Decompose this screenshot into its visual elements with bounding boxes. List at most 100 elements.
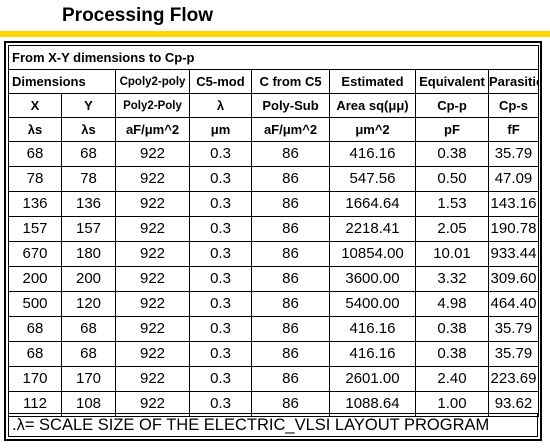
sub-header-cell: X (8, 93, 62, 118)
table-cell: 1664.64 (329, 191, 416, 217)
table-cell: 68 (61, 316, 116, 342)
table-cell: 922 (115, 191, 190, 217)
table-cell: 1.00 (415, 391, 489, 417)
table-cell: 670 (8, 241, 62, 267)
caption-row: From X-Y dimensions to Cp-p (8, 45, 539, 70)
table-cell: 68 (8, 316, 62, 342)
table-row: 68 68 922 0.3 86 416.16 0.38 35.79 (8, 316, 539, 342)
table-cell: 78 (61, 166, 116, 192)
table-row: 68 68 922 0.3 86 416.16 0.38 35.79 (8, 341, 539, 367)
table-cell: 136 (61, 191, 116, 217)
unit-header-cell: aF/μm^2 (251, 117, 330, 142)
header-c5mod: C5-mod (189, 69, 252, 94)
table-cell: 86 (251, 341, 330, 367)
table-cell: 547.56 (329, 166, 416, 192)
table-cell: 35.79 (488, 341, 539, 367)
table-cell: 136 (8, 191, 62, 217)
table-cell: 35.79 (488, 141, 539, 167)
table-cell: 0.3 (189, 391, 252, 417)
table-cell: 309.60 (488, 266, 539, 292)
table-cell: 86 (251, 291, 330, 317)
table-cell: 120 (61, 291, 116, 317)
table-cell: 68 (8, 341, 62, 367)
table-cell: 0.38 (415, 341, 489, 367)
table-cell: 86 (251, 266, 330, 292)
header-equivalent: Equivalent (415, 69, 489, 94)
footnote: .λ= SCALE SIZE OF THE ELECTRIC_VLSI LAYO… (8, 413, 538, 437)
table-cell: 922 (115, 241, 190, 267)
table-cell: 0.3 (189, 191, 252, 217)
table-cell: 78 (8, 166, 62, 192)
table-cell: 2601.00 (329, 366, 416, 392)
table-cell: 922 (115, 166, 190, 192)
table-cell: 86 (251, 191, 330, 217)
table-cell: 68 (61, 341, 116, 367)
table-cell: 0.3 (189, 316, 252, 342)
unit-header-cell: fF (488, 117, 539, 142)
table-cell: 0.3 (189, 141, 252, 167)
table-cell: 500 (8, 291, 62, 317)
sub-header-cell: Poly-Sub (251, 93, 330, 118)
table-cell: 5400.00 (329, 291, 416, 317)
unit-header-cell: λs (61, 117, 116, 142)
sub-header-cell: Poly2-Poly (115, 93, 190, 118)
table-cell: 170 (61, 366, 116, 392)
header-cfromc5: C from C5 (251, 69, 330, 94)
table-cell: 922 (115, 341, 190, 367)
table-cell: 170 (8, 366, 62, 392)
table-cell: 112 (8, 391, 62, 417)
unit-header-row: λs λs aF/μm^2 μm aF/μm^2 μm^2 pF fF (8, 117, 539, 142)
capacitance-table: From X-Y dimensions to Cp-p Dimensions C… (8, 45, 539, 417)
table-cell: 0.3 (189, 266, 252, 292)
table-cell: 10.01 (415, 241, 489, 267)
table-cell: 180 (61, 241, 116, 267)
table-cell: 190.78 (488, 216, 539, 242)
header-estimated: Estimated (329, 69, 416, 94)
table-cell: 223.69 (488, 366, 539, 392)
page-title: Processing Flow (62, 5, 213, 26)
table-cell: 3.32 (415, 266, 489, 292)
table-cell: 1.53 (415, 191, 489, 217)
unit-header-cell: aF/μm^2 (115, 117, 190, 142)
table-cell: 86 (251, 241, 330, 267)
table-cell: 2.05 (415, 216, 489, 242)
table-cell: 0.3 (189, 166, 252, 192)
sub-header-cell: Area sq(μμ) (329, 93, 416, 118)
table-cell: 86 (251, 166, 330, 192)
table-cell: 2218.41 (329, 216, 416, 242)
table-cell: 922 (115, 366, 190, 392)
table-cell: 922 (115, 266, 190, 292)
sub-header-cell: Cp-s (488, 93, 539, 118)
group-header-row: Dimensions Cpoly2-poly C5-mod C from C5 … (8, 69, 539, 94)
table-row: 500 120 922 0.3 86 5400.00 4.98 464.40 (8, 291, 539, 317)
unit-header-cell: μm^2 (329, 117, 416, 142)
table-cell: 3600.00 (329, 266, 416, 292)
sub-header-cell: λ (189, 93, 252, 118)
table-cell: 464.40 (488, 291, 539, 317)
table-row: 112 108 922 0.3 86 1088.64 1.00 93.62 (8, 391, 539, 417)
table-row: 200 200 922 0.3 86 3600.00 3.32 309.60 (8, 266, 539, 292)
table-cell: 157 (8, 216, 62, 242)
unit-header-cell: μm (189, 117, 252, 142)
table-cell: 0.3 (189, 341, 252, 367)
sub-header-row: X Y Poly2-Poly λ Poly-Sub Area sq(μμ) Cp-p Cp-s (8, 93, 539, 118)
table-cell: 0.38 (415, 141, 489, 167)
table-cell: 2.40 (415, 366, 489, 392)
table-cell: 0.38 (415, 316, 489, 342)
table-row: 68 68 922 0.3 86 416.16 0.38 35.79 (8, 141, 539, 167)
table-cell: 47.09 (488, 166, 539, 192)
table-cell: 93.62 (488, 391, 539, 417)
table-cell: 4.98 (415, 291, 489, 317)
table-cell: 35.79 (488, 316, 539, 342)
table-cell: 922 (115, 216, 190, 242)
header-cpoly: Cpoly2-poly (115, 69, 190, 94)
header-dimensions: Dimensions (8, 69, 116, 94)
table-cell: 922 (115, 141, 190, 167)
table-frame: From X-Y dimensions to Cp-p Dimensions C… (4, 41, 542, 441)
table-cell: 416.16 (329, 316, 416, 342)
table-cell: 0.3 (189, 241, 252, 267)
table-cell: 10854.00 (329, 241, 416, 267)
table-cell: 200 (8, 266, 62, 292)
table-cell: 86 (251, 141, 330, 167)
table-cell: 922 (115, 291, 190, 317)
